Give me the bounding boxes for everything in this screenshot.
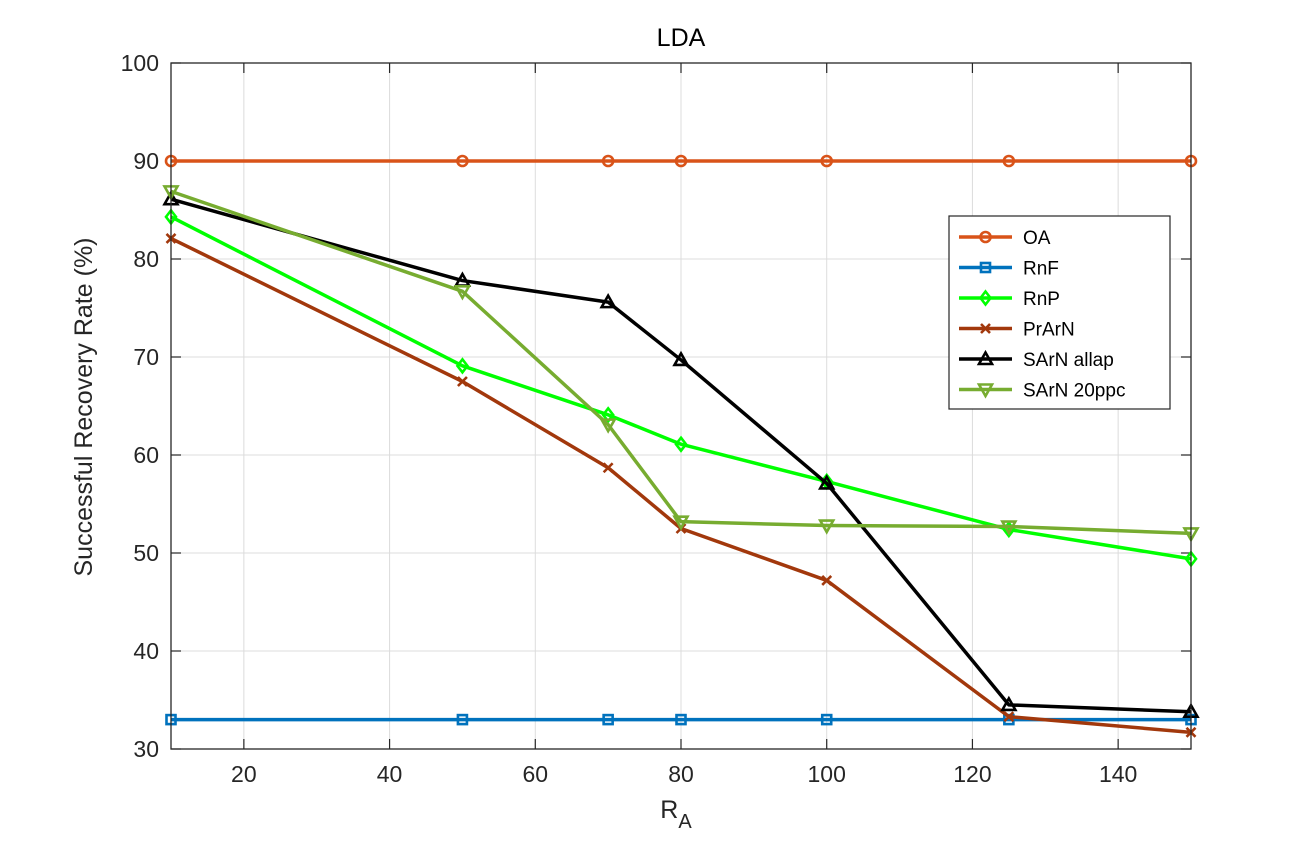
data-point-rnp xyxy=(601,406,615,424)
data-point-sarn-20ppc xyxy=(672,515,690,531)
x-axis-title-main: R xyxy=(660,796,678,824)
x-tick-label: 80 xyxy=(668,761,694,787)
series-line-rnp xyxy=(170,215,1192,561)
legend-label: SArN allap xyxy=(1023,350,1114,371)
data-point-sarn-20ppc xyxy=(1000,520,1018,536)
data-point-rnf xyxy=(820,713,833,726)
tick-labels: 20 40 60 80 100 120 140 30 40 50 60 70 80 90 100 xyxy=(121,50,1138,787)
data-point-prarn xyxy=(457,376,468,387)
legend-marker xyxy=(978,289,993,307)
x-tick-label: 140 xyxy=(1099,761,1137,787)
legend-box xyxy=(948,215,1171,410)
data-point-rnf xyxy=(675,713,687,726)
x-tick-label: 60 xyxy=(522,761,548,787)
legend-label: PrArN xyxy=(1023,320,1075,341)
data-point-prarn xyxy=(821,575,833,586)
data-point-oa xyxy=(820,154,834,168)
series-line-sarn-allap xyxy=(170,197,1192,714)
data-point-prarn xyxy=(602,462,614,474)
data-point-prarn xyxy=(1003,711,1015,723)
legend-marker xyxy=(979,230,992,244)
series-sarn-allap xyxy=(162,190,1200,719)
legend-marker xyxy=(976,383,995,399)
series-group xyxy=(162,154,1200,738)
plot-frame xyxy=(170,62,1192,750)
data-point-oa xyxy=(674,154,688,168)
legend-item: PrArN xyxy=(959,320,1075,341)
y-axis-title: Successful Recovery Rate (%) xyxy=(70,237,98,576)
y-tick-label: 80 xyxy=(133,246,159,272)
data-point-sarn-20ppc xyxy=(599,418,617,434)
data-point-sarn-allap xyxy=(817,474,836,490)
series-oa xyxy=(164,154,1198,168)
legend-label: RnP xyxy=(1023,289,1060,310)
legend-label: SArN 20ppc xyxy=(1023,381,1125,402)
x-axis-title: RA xyxy=(660,796,692,833)
x-axis-title-subscript: A xyxy=(678,811,692,833)
series-line-sarn-20ppc xyxy=(170,189,1192,536)
legend-label: RnF xyxy=(1023,259,1059,280)
legend-label: OA xyxy=(1023,228,1051,249)
legend-marker xyxy=(976,349,995,366)
data-point-sarn-20ppc xyxy=(453,285,472,301)
y-tick-label: 60 xyxy=(133,442,159,468)
data-point-oa xyxy=(1002,154,1016,168)
y-tick-label: 70 xyxy=(133,344,159,370)
x-tick-label: 40 xyxy=(377,761,403,787)
data-point-oa xyxy=(456,154,469,168)
series-sarn-20ppc xyxy=(162,185,1200,543)
data-point-sarn-allap xyxy=(599,292,617,309)
chart-title: LDA xyxy=(657,24,706,52)
y-tick-label: 40 xyxy=(133,638,159,664)
legend-item: OA xyxy=(959,228,1051,249)
legend-item: RnF xyxy=(959,259,1059,280)
x-tick-label: 100 xyxy=(808,761,846,787)
y-tick-label: 50 xyxy=(133,540,159,566)
data-point-rnp xyxy=(674,435,688,453)
data-point-rnf xyxy=(602,713,614,726)
legend-marker xyxy=(980,323,991,334)
data-point-rnp xyxy=(455,357,470,375)
legend: OA RnF RnP PrArN SArN allap SArN 20ppc xyxy=(948,215,1171,410)
data-point-sarn-allap xyxy=(1000,695,1018,712)
data-point-sarn-20ppc xyxy=(817,519,836,535)
data-point-sarn-allap xyxy=(672,350,690,367)
data-point-oa xyxy=(601,154,615,168)
x-tick-label: 120 xyxy=(953,761,991,787)
y-tick-label: 90 xyxy=(133,148,159,174)
legend-item: SArN allap xyxy=(959,349,1114,371)
y-tick-label: 30 xyxy=(133,736,159,762)
data-point-rnf xyxy=(456,713,469,726)
x-tick-label: 20 xyxy=(231,761,257,787)
legend-item: SArN 20ppc xyxy=(959,381,1125,402)
y-tick-label: 100 xyxy=(121,50,159,76)
legend-item: RnP xyxy=(959,289,1060,310)
legend-marker xyxy=(979,261,992,274)
